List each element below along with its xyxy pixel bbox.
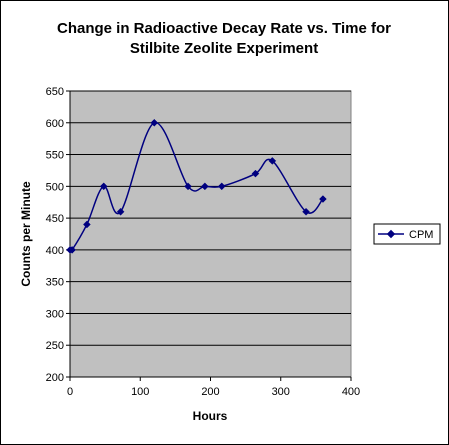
data-point-cpm-5 bbox=[150, 118, 159, 127]
data-point-cpm-6 bbox=[184, 182, 192, 191]
y-tick-label-250: 250 bbox=[46, 340, 64, 352]
legend-label-cpm: CPM bbox=[409, 229, 433, 241]
legend-box bbox=[373, 223, 441, 245]
data-point-cpm-9 bbox=[251, 169, 260, 178]
x-tick-labels: 0 100 200 300 400 bbox=[67, 386, 360, 398]
y-tick-label-500: 500 bbox=[46, 181, 64, 193]
data-point-cpm-11 bbox=[302, 207, 310, 216]
x-axis-label: Hours bbox=[193, 409, 228, 423]
data-point-cpm-4 bbox=[116, 207, 125, 216]
data-point-cpm-7 bbox=[201, 182, 209, 191]
chart-title-line-2: Stilbite Zeolite Experiment bbox=[130, 40, 318, 57]
legend: CPM bbox=[373, 223, 441, 245]
data-point-cpm-2 bbox=[83, 220, 91, 229]
y-tick-label-600: 600 bbox=[46, 118, 64, 130]
x-tick-label-400: 400 bbox=[342, 386, 360, 398]
data-point-cpm-8 bbox=[217, 182, 226, 191]
x-tick-label-100: 100 bbox=[131, 386, 149, 398]
y-tick-label-200: 200 bbox=[46, 372, 64, 384]
series-group bbox=[66, 118, 327, 254]
y-tick-label-650: 650 bbox=[46, 86, 64, 98]
plot-area bbox=[69, 90, 352, 378]
y-tick-label-350: 350 bbox=[46, 277, 64, 289]
y-tick-label-300: 300 bbox=[46, 308, 64, 320]
x-tick-label-200: 200 bbox=[201, 386, 219, 398]
y-axis-label: Counts per Minute bbox=[19, 181, 33, 287]
axes bbox=[66, 90, 352, 381]
y-tick-label-450: 450 bbox=[46, 213, 64, 225]
data-point-cpm-3 bbox=[99, 182, 108, 191]
data-point-cpm-12 bbox=[319, 195, 327, 203]
y-tick-label-550: 550 bbox=[46, 150, 64, 162]
legend-marker bbox=[386, 229, 396, 239]
x-tick-label-0: 0 bbox=[67, 386, 73, 398]
data-point-cpm-1 bbox=[68, 246, 76, 254]
y-tick-label-400: 400 bbox=[46, 245, 64, 257]
data-point-cpm-10 bbox=[268, 157, 277, 165]
y-tick-labels: 200 250 300 350 400 450 500 550 600 650 bbox=[46, 86, 64, 384]
chart-title-line-1: Change in Radioactive Decay Rate vs. Tim… bbox=[57, 20, 391, 37]
x-tick-label-300: 300 bbox=[272, 386, 290, 398]
